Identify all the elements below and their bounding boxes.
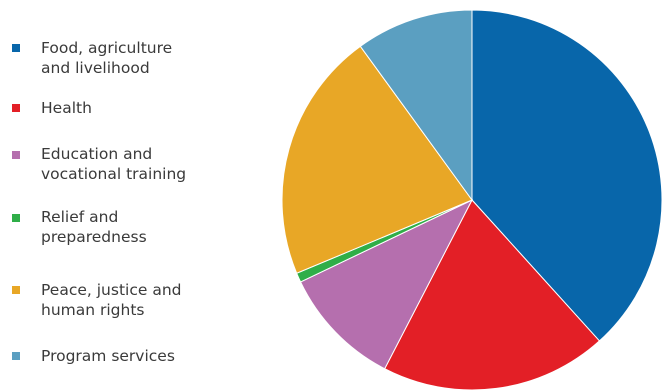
legend-swatch-relief — [12, 214, 20, 222]
legend-label-health: Health — [41, 99, 92, 117]
legend-swatch-peace — [12, 286, 20, 294]
legend-swatch-health — [12, 104, 20, 112]
chart-legend: Food, agriculture and livelihood Health … — [0, 0, 260, 390]
legend-label-food: Food, agriculture and livelihood — [41, 39, 173, 77]
legend-label-program: Program services — [41, 347, 175, 365]
pie-slice-education — [299, 198, 474, 370]
pie-slice-peace — [281, 45, 473, 274]
pie-slice-health — [384, 199, 601, 390]
legend-swatch-food — [12, 44, 20, 52]
pie-slice-food — [471, 9, 663, 342]
legend-label-relief: Relief and preparedness — [41, 208, 147, 246]
legend-label-education: Education and vocational training — [41, 145, 187, 183]
legend-label-peace: Peace, justice and human rights — [41, 281, 182, 319]
legend-swatch-education — [12, 151, 20, 159]
legend-swatch-program — [12, 352, 20, 360]
pie-slice-program — [359, 9, 473, 202]
